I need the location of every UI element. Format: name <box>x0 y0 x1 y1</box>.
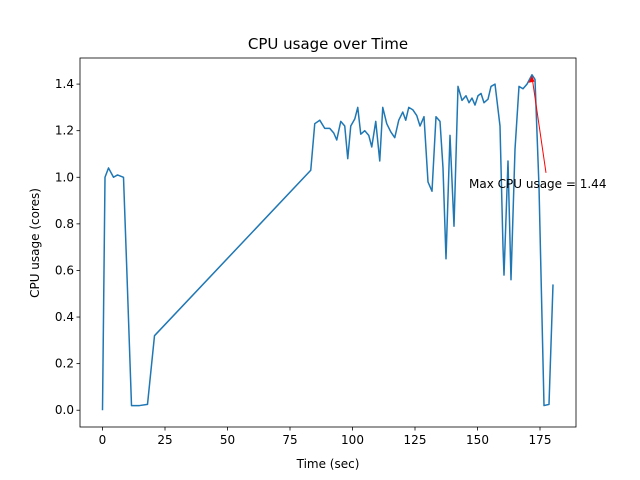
x-tick-label: 75 <box>282 433 297 447</box>
x-tick-label: 25 <box>157 433 172 447</box>
x-tick-label: 0 <box>99 433 107 447</box>
line-series <box>101 74 554 411</box>
x-tick-label: 150 <box>466 433 489 447</box>
chart-title: CPU usage over Time <box>248 35 408 53</box>
annotation-arrow <box>531 76 547 173</box>
y-tick-label: 0.8 <box>55 217 74 231</box>
x-tick-label: 125 <box>404 433 427 447</box>
x-axis-label: Time (sec) <box>296 457 360 471</box>
y-tick-label: 0.0 <box>55 403 74 417</box>
annotation-text: Max CPU usage = 1.44 <box>469 177 606 191</box>
plot-frame <box>79 57 577 428</box>
x-tick-label: 50 <box>220 433 235 447</box>
y-tick-label: 0.2 <box>55 357 74 371</box>
x-tick-label: 175 <box>529 433 552 447</box>
x-tick-label: 100 <box>341 433 364 447</box>
annotation-arrowhead <box>528 75 535 83</box>
y-tick-label: 1.2 <box>55 124 74 138</box>
y-tick-label: 1.0 <box>55 170 74 184</box>
y-axis-label: CPU usage (cores) <box>28 188 42 298</box>
y-tick-label: 1.4 <box>55 77 74 91</box>
y-tick-label: 0.6 <box>55 263 74 277</box>
y-tick-label: 0.4 <box>55 310 74 324</box>
